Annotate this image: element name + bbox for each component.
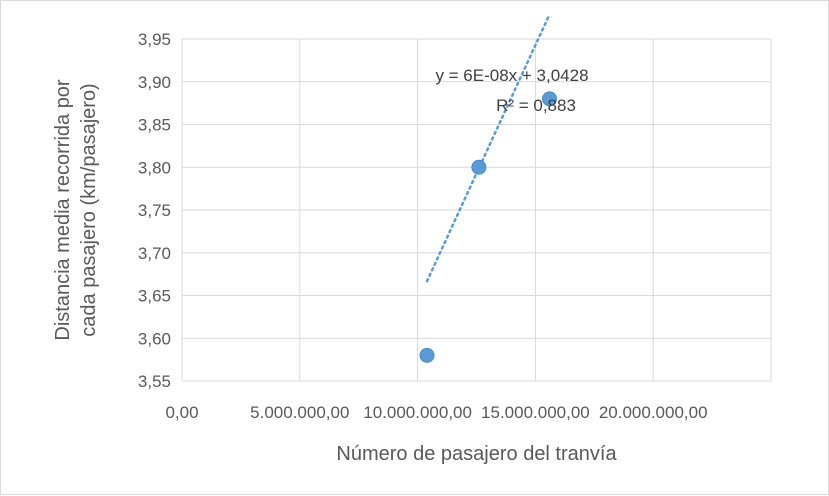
y-tick-label: 3,80 bbox=[138, 158, 171, 177]
y-axis-title-line-2: cada pasajero (km/pasajero) bbox=[78, 83, 100, 336]
trendline-r2: R² = 0,883 bbox=[496, 96, 576, 115]
data-points bbox=[419, 91, 558, 363]
x-tick-label: 20.000.000,00 bbox=[599, 403, 708, 422]
y-tick-label: 3,75 bbox=[138, 201, 171, 220]
trendline-equation: y = 6E-08x + 3,0428 bbox=[435, 66, 588, 85]
y-tick-label: 3,55 bbox=[138, 372, 171, 391]
trendline bbox=[425, 13, 551, 283]
trendline-layer bbox=[425, 13, 551, 283]
x-tick-label: 10.000.000,00 bbox=[363, 403, 472, 422]
y-tick-label: 3,65 bbox=[138, 287, 171, 306]
y-tick-label: 3,60 bbox=[138, 329, 171, 348]
data-point bbox=[419, 347, 435, 363]
y-tick-label: 3,90 bbox=[138, 73, 171, 92]
y-tick-label: 3,70 bbox=[138, 244, 171, 263]
x-tick-label: 0,00 bbox=[165, 403, 198, 422]
x-tick-label: 15.000.000,00 bbox=[481, 403, 590, 422]
grid-lines bbox=[181, 38, 772, 382]
y-tick-label: 3,95 bbox=[138, 30, 171, 49]
y-axis-title-line-1: Distancia media recorrida por bbox=[52, 79, 74, 341]
data-point bbox=[542, 91, 558, 107]
x-axis-ticks: 0,00 5.000.000,00 10.000.000,00 15.000.000,… bbox=[165, 403, 707, 422]
y-axis-ticks: 3,55 3,60 3,65 3,70 3,75 3,80 3,85 3,90 3,95 bbox=[138, 30, 171, 391]
x-axis-title: Número de pasajero del tranvía bbox=[336, 443, 617, 465]
data-point bbox=[471, 159, 487, 175]
x-tick-label: 5.000.000,00 bbox=[250, 403, 349, 422]
y-tick-label: 3,85 bbox=[138, 116, 171, 135]
